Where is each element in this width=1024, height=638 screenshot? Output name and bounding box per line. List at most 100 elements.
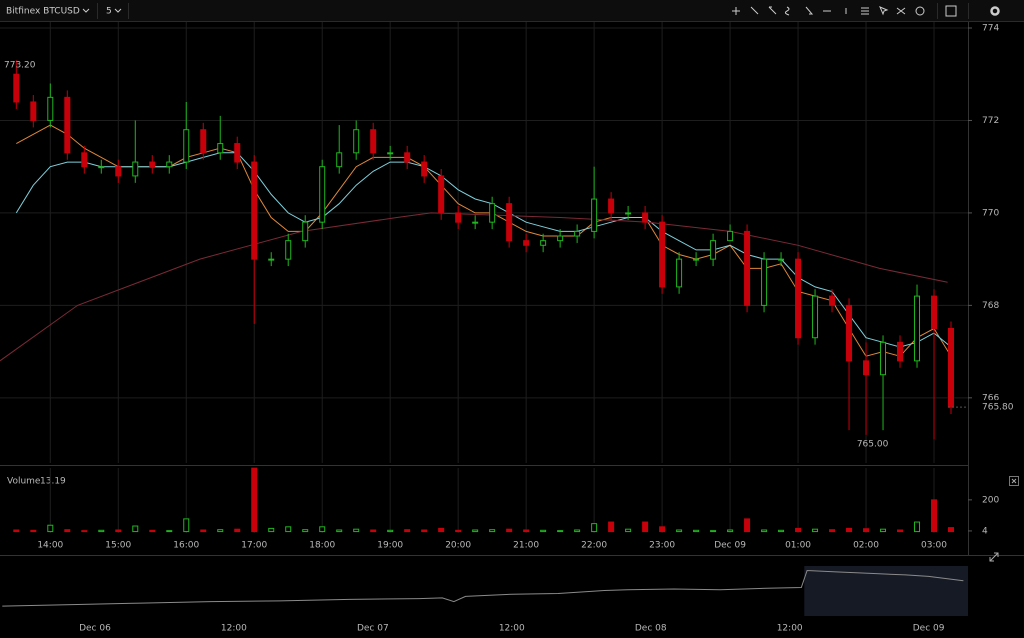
- x-tick-label: 01:00: [785, 541, 811, 551]
- candle-body: [574, 230, 581, 237]
- price-annotation: 773.20: [4, 60, 36, 70]
- x-tick-label: 22:00: [581, 541, 607, 551]
- navigator-tick-label: 12:00: [777, 624, 803, 634]
- candle-body: [455, 212, 462, 223]
- candle-body: [200, 129, 207, 154]
- candle-body: [387, 152, 394, 155]
- volume-bar: [710, 530, 717, 533]
- navigator-window: [804, 566, 968, 616]
- volume-bar: [404, 529, 411, 533]
- candle-body: [591, 198, 598, 232]
- volume-bar: [183, 518, 190, 533]
- volume-bar: [234, 528, 241, 533]
- volume-bar: [523, 529, 530, 533]
- navigator-line: [2, 569, 964, 607]
- volume-bar: [421, 529, 428, 533]
- dropdown-arrow: [114, 8, 122, 13]
- volume-bar: [795, 527, 802, 533]
- candle-body: [914, 295, 921, 362]
- navigator-tick-label: 12:00: [221, 624, 247, 634]
- last-price-box: [975, 400, 1015, 415]
- navigator-tick-label: Dec 07: [357, 624, 389, 634]
- volume-bar: [778, 529, 785, 533]
- candle-body: [489, 203, 496, 223]
- candle-body: [336, 152, 343, 168]
- symbol-selector[interactable]: Bitfinex BTCUSD: [6, 7, 80, 17]
- candle-body: [625, 212, 632, 215]
- volume-bar: [166, 530, 173, 533]
- candle-body: [506, 203, 513, 242]
- volume-bar: [489, 529, 496, 533]
- candle-body: [863, 360, 870, 376]
- candle-body: [540, 240, 547, 246]
- candle-body: [557, 235, 564, 242]
- volume-label: Volume: [7, 477, 41, 487]
- settings-button[interactable]: [990, 6, 1000, 16]
- crosshair-tool[interactable]: [732, 7, 740, 15]
- trendline-tool[interactable]: [750, 6, 759, 15]
- candle-body: [829, 295, 836, 306]
- x-tick-label: Dec 09: [714, 541, 746, 551]
- volume-bar: [370, 529, 377, 533]
- navigator-tick-label: Dec 06: [79, 624, 111, 634]
- fullscreen-button[interactable]: [989, 552, 999, 562]
- candle-body: [268, 258, 275, 261]
- dropdown-arrow: [82, 8, 90, 13]
- pitchfork-tool[interactable]: [784, 6, 790, 16]
- x-tick-label: 14:00: [37, 541, 63, 551]
- circle-tool[interactable]: [915, 6, 925, 16]
- candle-body: [438, 175, 445, 214]
- y-tick-label: 774: [982, 24, 999, 34]
- volume-bar: [98, 529, 105, 533]
- volume-bar: [81, 530, 88, 533]
- volume-bar: [336, 529, 343, 533]
- volume-bar: [846, 527, 853, 533]
- volume-bar: [931, 499, 938, 533]
- x-tick-label: 23:00: [649, 541, 675, 551]
- indicators-button[interactable]: [945, 5, 957, 17]
- close-pane-button[interactable]: [1009, 476, 1019, 486]
- candle-body: [523, 240, 530, 246]
- volume-bar: [472, 529, 479, 533]
- interval-selector[interactable]: 5: [106, 7, 112, 17]
- candle-body: [285, 240, 292, 260]
- volume-bar: [897, 529, 904, 533]
- volume-bar: [438, 527, 445, 533]
- candle-body: [897, 341, 904, 362]
- y-tick-label: 768: [982, 301, 999, 311]
- candle-body: [319, 166, 326, 223]
- volume-bar: [608, 521, 615, 533]
- cut-tool[interactable]: [896, 7, 906, 15]
- candle-body: [115, 166, 122, 177]
- volume-bar: [149, 529, 156, 533]
- toolbar: [0, 0, 1024, 21]
- volume-bar: [251, 467, 258, 533]
- volume-bar: [863, 528, 870, 533]
- volume-bar: [727, 529, 734, 533]
- candle-body: [761, 258, 768, 306]
- volume-bar: [132, 525, 139, 533]
- candle-body: [676, 258, 683, 288]
- volume-bar: [557, 530, 564, 533]
- candle-body: [880, 341, 887, 376]
- volume-bar: [914, 521, 921, 533]
- y-tick-label: 772: [982, 116, 999, 126]
- volume-bar: [217, 529, 224, 533]
- cursor-tool[interactable]: [879, 6, 889, 16]
- x-tick-label: 20:00: [445, 541, 471, 551]
- volume-bar: [47, 524, 54, 533]
- drawing-tools: [732, 5, 1000, 17]
- fib-tool[interactable]: [861, 7, 869, 15]
- x-tick-label: 19:00: [377, 541, 403, 551]
- y-tick-label: 770: [982, 208, 999, 218]
- arrow-tool[interactable]: [805, 6, 814, 15]
- x-tick-label: 02:00: [853, 541, 879, 551]
- volume-bar: [115, 529, 122, 533]
- volume-bar: [30, 529, 37, 533]
- last-price-label: 765.80: [982, 403, 1014, 413]
- candle-body: [948, 327, 955, 408]
- ray-tool[interactable]: [768, 6, 777, 15]
- volume-tick-label: 4: [982, 526, 988, 536]
- candle-body: [302, 221, 309, 242]
- volume-bar: [574, 529, 581, 533]
